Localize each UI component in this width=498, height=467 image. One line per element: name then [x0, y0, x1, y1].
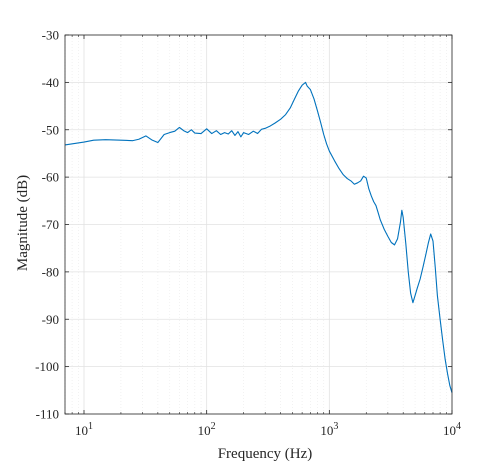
y-tick-label: -30	[42, 28, 59, 43]
axes-layer	[64, 34, 453, 415]
x-tick-base: 10	[320, 423, 333, 438]
x-tick-label: 103	[320, 421, 338, 438]
x-tick-base: 10	[198, 423, 211, 438]
series-line	[64, 81, 453, 393]
y-tick-label: -70	[42, 217, 59, 232]
x-tick-label: 102	[198, 421, 216, 438]
x-tick-exponent: 2	[211, 421, 216, 432]
y-tick-label: -40	[42, 75, 59, 90]
x-tick-exponent: 4	[456, 421, 461, 432]
x-tick-exponent: 3	[333, 421, 338, 432]
y-tick-label: -90	[42, 312, 59, 327]
y-tick-label: -60	[42, 170, 59, 185]
x-tick-label: 104	[443, 421, 461, 438]
x-axis-title: Frequency (Hz)	[218, 446, 313, 462]
x-tick-base: 10	[443, 423, 456, 438]
y-tick-label: -110	[36, 407, 59, 422]
x-tick-base: 10	[75, 423, 88, 438]
y-tick-label: -50	[42, 122, 59, 137]
x-tick-exponent: 1	[88, 421, 93, 432]
x-tick-label: 101	[75, 421, 93, 438]
grid-layer	[64, 34, 453, 415]
y-tick-label: -80	[42, 264, 59, 279]
y-tick-label: -100	[35, 359, 59, 374]
series-layer	[64, 81, 453, 393]
y-axis-title: Magnitude (dB)	[15, 175, 31, 271]
